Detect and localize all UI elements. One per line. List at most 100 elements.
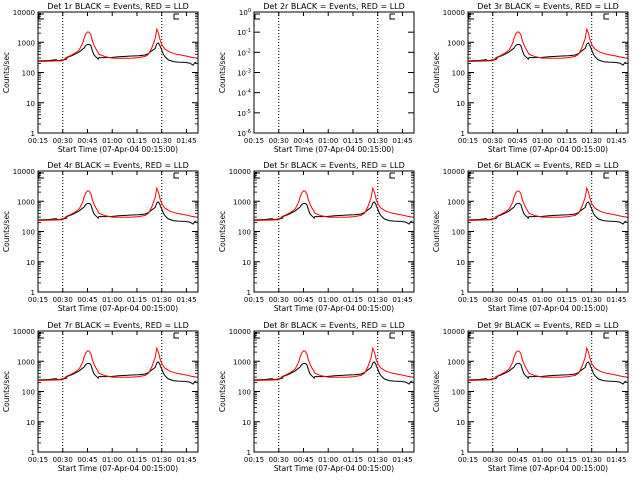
- x-tick-label: 00:15: [28, 137, 48, 145]
- x-tick-label: 00:15: [458, 137, 478, 145]
- plot-frame: [253, 330, 415, 453]
- x-tick-label: 01:30: [368, 296, 388, 304]
- x-tick-label: 00:30: [53, 456, 73, 464]
- x-tick-label: 01:45: [606, 456, 626, 464]
- bracket-mark: [389, 172, 395, 179]
- y-axis-label: Counts/sec: [432, 211, 441, 252]
- plot-frame: [467, 330, 629, 453]
- y-tick-label: 1000: [447, 39, 465, 47]
- y-tick-label: 10-3: [237, 69, 251, 78]
- y-tick-label: 1: [31, 449, 35, 457]
- x-tick-label: 01:00: [318, 456, 338, 464]
- bracket-mark: [38, 332, 44, 339]
- x-tick-label: 01:45: [392, 137, 412, 145]
- y-tick-label: 100: [238, 229, 251, 237]
- x-axis-label: Start Time (07-Apr-04 00:15:00): [488, 464, 608, 473]
- x-tick-label: 00:30: [269, 296, 289, 304]
- y-tick-label: 1000: [17, 198, 35, 206]
- y-tick-label: 1: [247, 289, 251, 297]
- y-tick-label: 10: [26, 419, 35, 427]
- x-tick-label: 00:45: [507, 296, 527, 304]
- series-lld-line: [253, 346, 413, 382]
- y-tick-label: 10-2: [237, 48, 251, 57]
- y-tick-label: 1: [31, 289, 35, 297]
- x-axis-label: Start Time (07-Apr-04 00:15:00): [488, 304, 608, 313]
- y-tick-label: 100: [452, 229, 465, 237]
- series-lld-line: [467, 346, 627, 382]
- bracket-mark: [38, 13, 44, 20]
- chart-panel-8: Det 8r BLACK = Events, RED = LLD 00:15 00:…: [218, 321, 415, 473]
- x-tick-label: 01:15: [557, 456, 577, 464]
- x-tick-label: 01:45: [176, 296, 196, 304]
- y-axis-label: Counts/sec: [2, 211, 11, 252]
- bracket-mark: [254, 172, 260, 179]
- chart-panel-3: Det 3r BLACK = Events, RED = LLD 00:15 00:…: [432, 2, 629, 154]
- series-events-line: [467, 42, 627, 66]
- y-tick-label: 10-4: [237, 89, 251, 98]
- x-tick-label: 01:45: [392, 296, 412, 304]
- x-axis-label: Start Time (07-Apr-04 00:15:00): [274, 464, 394, 473]
- bracket-mark: [254, 332, 260, 339]
- y-tick-label: 10: [456, 419, 465, 427]
- y-tick-label: 10000: [229, 328, 251, 336]
- x-tick-label: 01:30: [582, 296, 602, 304]
- series-lld-line: [253, 186, 413, 222]
- bracket-mark: [468, 13, 474, 20]
- y-tick-label: 100: [22, 70, 35, 78]
- y-axis-label: Counts/sec: [432, 52, 441, 93]
- chart-panel-1: Det 1r BLACK = Events, RED = LLD 00:15 00:…: [2, 2, 199, 154]
- x-tick-label: 00:45: [507, 137, 527, 145]
- x-tick-label: 01:00: [318, 296, 338, 304]
- x-tick-label: 01:00: [102, 137, 122, 145]
- plot-frame: [253, 11, 415, 134]
- chart-title: Det 4r BLACK = Events, RED = LLD: [47, 161, 189, 170]
- x-tick-label: 01:15: [343, 456, 363, 464]
- x-axis-label: Start Time (07-Apr-04 00:15:00): [274, 145, 394, 154]
- chart-title: Det 9r BLACK = Events, RED = LLD: [477, 321, 619, 330]
- x-tick-label: 00:15: [244, 137, 264, 145]
- series-events-line: [467, 361, 627, 385]
- bracket-mark: [468, 172, 474, 179]
- x-tick-label: 01:00: [102, 296, 122, 304]
- x-tick-label: 00:45: [77, 296, 97, 304]
- bracket-mark: [38, 172, 44, 179]
- x-tick-label: 00:30: [483, 296, 503, 304]
- y-tick-label: 100: [452, 70, 465, 78]
- bracket-mark: [603, 332, 609, 339]
- plot-frame: [37, 11, 199, 134]
- x-tick-label: 00:45: [293, 296, 313, 304]
- x-tick-label: 01:45: [606, 296, 626, 304]
- chart-title: Det 7r BLACK = Events, RED = LLD: [47, 321, 189, 330]
- x-axis-label: Start Time (07-Apr-04 00:15:00): [274, 304, 394, 313]
- chart-panel-5: Det 5r BLACK = Events, RED = LLD 00:15 00:…: [218, 161, 415, 313]
- y-axis-label: Counts/sec: [218, 211, 227, 252]
- y-axis-label: Counts/sec: [2, 371, 11, 412]
- x-axis-label: Start Time (07-Apr-04 00:15:00): [58, 304, 178, 313]
- y-tick-label: 10: [26, 100, 35, 108]
- series-events-line: [467, 201, 627, 225]
- x-tick-label: 00:45: [77, 137, 97, 145]
- y-tick-label: 1: [461, 449, 465, 457]
- chart-title: Det 2r BLACK = Events, RED = LLD: [263, 2, 405, 11]
- bracket-mark: [254, 13, 260, 20]
- y-tick-label: 10: [26, 259, 35, 267]
- x-tick-label: 00:30: [483, 137, 503, 145]
- x-tick-label: 01:15: [557, 137, 577, 145]
- y-tick-label: 1000: [17, 39, 35, 47]
- series-events-line: [253, 201, 413, 225]
- y-axis-label: Counts/sec: [432, 371, 441, 412]
- x-tick-label: 01:45: [392, 456, 412, 464]
- y-axis-label: Counts/sec: [2, 52, 11, 93]
- bracket-mark: [603, 172, 609, 179]
- chart-panel-9: Det 9r BLACK = Events, RED = LLD 00:15 00:…: [432, 321, 629, 473]
- x-axis-label: Start Time (07-Apr-04 00:15:00): [488, 145, 608, 154]
- y-tick-label: 100: [238, 389, 251, 397]
- chart-title: Det 5r BLACK = Events, RED = LLD: [263, 161, 405, 170]
- x-tick-label: 00:30: [53, 137, 73, 145]
- chart-title: Det 1r BLACK = Events, RED = LLD: [47, 2, 189, 11]
- chart-panel-7: Det 7r BLACK = Events, RED = LLD 00:15 00:…: [2, 321, 199, 473]
- y-tick-label: 1000: [233, 358, 251, 366]
- y-tick-label: 10000: [443, 328, 465, 336]
- x-tick-label: 01:45: [176, 456, 196, 464]
